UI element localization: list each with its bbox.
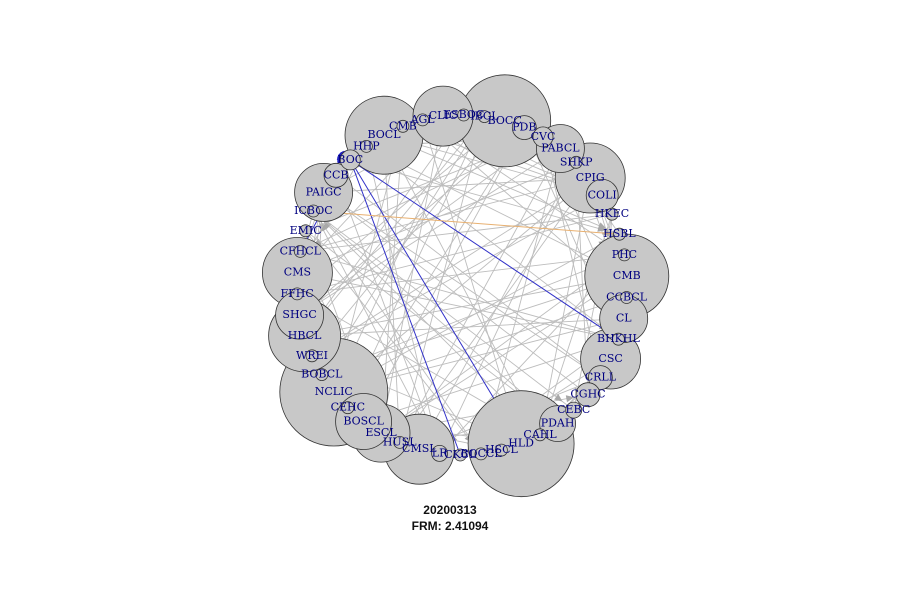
node-label: HHP	[353, 139, 380, 152]
node-label: CSC	[598, 352, 622, 365]
node-label: CKCL	[444, 448, 477, 461]
network-edge	[312, 195, 602, 355]
node-label: BHKHL	[597, 332, 640, 345]
node-label: HSBL	[603, 227, 636, 240]
node-label: WREI	[296, 349, 328, 362]
network-edge	[300, 251, 618, 339]
node-label: CCB	[324, 168, 349, 181]
node-label: IBCL	[470, 110, 499, 123]
node-label: EMIC	[290, 224, 322, 237]
node-label: HBCL	[288, 329, 322, 342]
node-label: CMS	[284, 266, 311, 279]
node-label: PAIGC	[306, 185, 342, 198]
node-label: FFHC	[281, 287, 314, 300]
node-label: CPIG	[576, 171, 605, 184]
node-label: SHGC	[282, 308, 316, 321]
node-label: SHKP	[560, 155, 593, 168]
node-label: ESCL	[365, 426, 397, 439]
node-label: BOBCL	[301, 368, 343, 381]
frm-value-label: FRM: 2.41094	[0, 519, 900, 533]
node-label: COLI	[588, 188, 617, 201]
node-label: BOSCL	[343, 415, 384, 428]
node-label: CL	[616, 312, 632, 325]
node-label: CFHCL	[280, 244, 322, 257]
node-label: ICBOC	[294, 204, 332, 217]
node-label: CEBC	[557, 403, 590, 416]
node-label: NCLIC	[315, 385, 353, 398]
node-label: CMB	[613, 269, 641, 282]
node-label: CGHC	[570, 388, 605, 401]
chart-date-title: 20200313	[0, 503, 900, 517]
node-label: PHC	[612, 248, 637, 261]
node-label: PABCL	[541, 142, 580, 155]
node-label: CCBCL	[606, 291, 648, 304]
node-label: BOC	[337, 153, 363, 166]
node-label: CEHC	[331, 401, 365, 414]
node-label: HKEC	[595, 207, 629, 220]
node-label: CRLL	[585, 371, 617, 384]
